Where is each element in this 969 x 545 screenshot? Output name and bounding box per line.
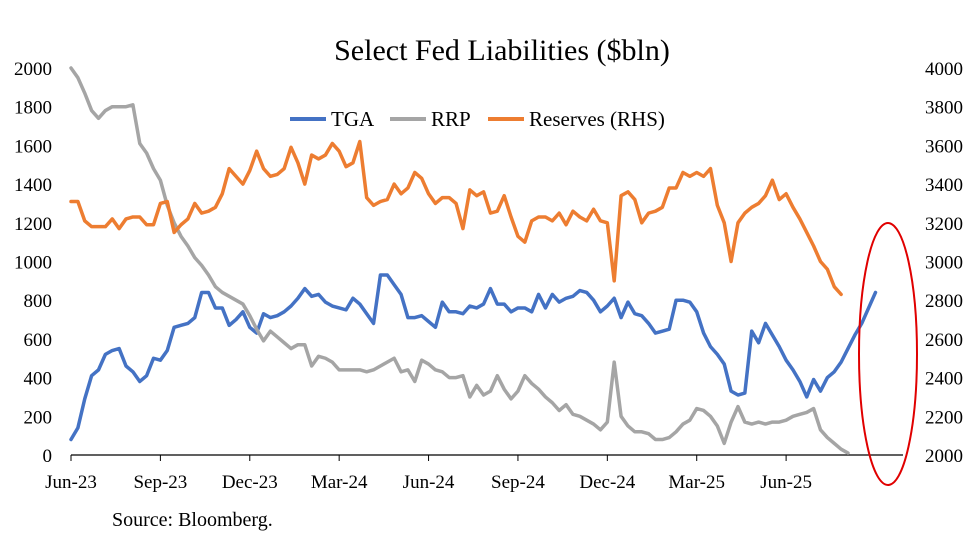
series-line-rrp <box>69 66 850 455</box>
legend-label-tga: TGA <box>331 107 375 131</box>
series-line-reserves <box>69 139 843 297</box>
right-tick-label: 3800 <box>925 98 963 119</box>
axes: 0 200 400 600 800 1000 1200 1400 1600 1800 2000 200… <box>14 59 963 493</box>
series-line-tga <box>69 273 878 442</box>
left-tick-label: 200 <box>24 407 53 428</box>
left-tick-label: 0 <box>43 446 53 467</box>
right-tick-label: 3600 <box>925 136 963 157</box>
right-tick-label: 2000 <box>925 446 963 467</box>
x-tick-label: Mar-24 <box>311 472 368 493</box>
left-tick-label: 1800 <box>14 98 52 119</box>
highlight-ellipse <box>858 222 918 486</box>
x-tick-label: Dec-23 <box>222 472 278 493</box>
left-tick-label: 2000 <box>14 59 52 80</box>
right-tick-label: 4000 <box>925 59 963 80</box>
right-tick-label: 3400 <box>925 175 963 196</box>
left-tick-label: 1200 <box>14 214 52 235</box>
x-tick-label: Dec-24 <box>579 472 635 493</box>
x-tick-label: Jun-23 <box>45 472 97 493</box>
right-tick-label: 2800 <box>925 291 963 312</box>
chart-title: Select Fed Liabilities ($bln) <box>334 34 670 67</box>
x-tick-label: Sep-24 <box>491 472 545 493</box>
right-tick-label: 3200 <box>925 214 963 235</box>
legend: TGA RRP Reserves (RHS) <box>290 107 665 131</box>
left-tick-label: 1000 <box>14 253 52 274</box>
left-tick-label: 600 <box>24 330 53 351</box>
x-tick-label: Jun-24 <box>403 472 455 493</box>
left-tick-label: 1600 <box>14 136 52 157</box>
right-tick-label: 2200 <box>925 407 963 428</box>
source-note: Source: Bloomberg. <box>112 509 273 531</box>
x-tick-label: Sep-23 <box>133 472 187 493</box>
x-tick-label: Jun-25 <box>760 472 812 493</box>
left-tick-label: 800 <box>24 291 53 312</box>
series-layer <box>69 66 878 455</box>
left-tick-label: 400 <box>24 369 53 390</box>
legend-label-reserves: Reserves (RHS) <box>529 107 665 131</box>
right-tick-label: 2600 <box>925 330 963 351</box>
legend-label-rrp: RRP <box>431 107 471 131</box>
right-tick-label: 2400 <box>925 369 963 390</box>
left-tick-label: 1400 <box>14 175 52 196</box>
right-tick-label: 3000 <box>925 253 963 274</box>
x-tick-label: Mar-25 <box>668 472 725 493</box>
